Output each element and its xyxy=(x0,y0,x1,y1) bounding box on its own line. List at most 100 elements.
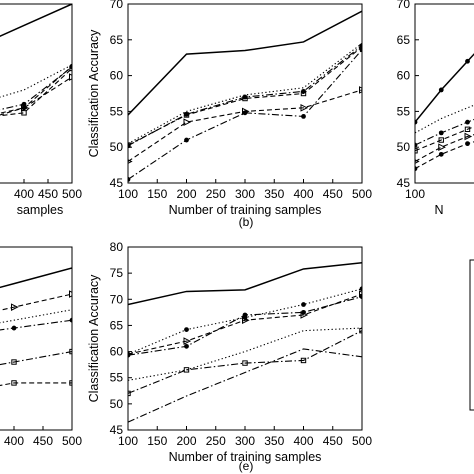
data-point xyxy=(300,90,307,97)
data-point xyxy=(128,142,131,148)
data-point xyxy=(69,348,72,355)
legend-box xyxy=(469,259,474,411)
series-line-2 xyxy=(128,42,362,145)
data-point xyxy=(183,112,190,118)
series-line-6 xyxy=(128,330,362,394)
y-tick-label: 70 xyxy=(397,0,411,11)
data-point xyxy=(464,132,473,141)
x-axis-label: samples xyxy=(17,203,64,217)
series-line-3 xyxy=(0,309,72,324)
series-line-5 xyxy=(0,351,72,366)
series-group xyxy=(128,10,362,182)
data-point xyxy=(183,337,192,345)
series-line-4 xyxy=(415,126,474,152)
data-point xyxy=(69,65,72,72)
y-tick-label: 60 xyxy=(110,69,124,83)
panel-d: 400 450 500 xyxy=(0,246,82,448)
x-tick-label: 500 xyxy=(62,187,82,201)
series-line-7 xyxy=(128,348,362,423)
x-tick-label: 450 xyxy=(323,434,343,448)
data-point xyxy=(359,294,362,300)
data-point xyxy=(300,357,307,364)
x-tick-label: 500 xyxy=(62,434,82,448)
data-point xyxy=(359,47,362,53)
x-axis-label: Number of training samples xyxy=(169,203,322,217)
series-line-5 xyxy=(415,134,474,163)
data-point xyxy=(301,302,306,307)
data-point xyxy=(415,166,418,172)
data-point xyxy=(11,303,19,311)
data-point xyxy=(128,390,131,397)
data-point xyxy=(21,110,27,116)
data-point xyxy=(184,327,189,333)
data-point xyxy=(183,367,190,373)
y-tick-label: 55 xyxy=(110,104,124,118)
series-line-4 xyxy=(128,46,362,146)
data-point xyxy=(465,141,470,147)
data-point xyxy=(21,105,27,111)
panel-e: 100 150 200 250 300 350 400 450 500 45 50 55 60 65 70 7… xyxy=(87,240,372,473)
series-line-1 xyxy=(128,10,362,116)
x-tick-label: 400 xyxy=(14,187,34,201)
x-tick-label: 100 xyxy=(405,187,425,201)
data-point xyxy=(464,126,471,132)
y-tick-label: 45 xyxy=(110,176,124,190)
x-tick-label: 100 xyxy=(118,434,138,448)
data-point xyxy=(301,114,306,119)
data-point xyxy=(438,137,444,143)
y-tick-label: 65 xyxy=(397,33,411,47)
x-axis-label: N xyxy=(434,203,443,217)
data-point xyxy=(69,380,72,386)
data-point xyxy=(11,359,17,365)
data-point xyxy=(242,95,248,102)
data-point xyxy=(465,58,470,64)
data-point xyxy=(465,119,470,125)
series-group xyxy=(0,267,72,387)
series-line-5 xyxy=(0,76,72,114)
series-group xyxy=(415,53,474,172)
data-point xyxy=(183,118,192,126)
x-tick-label: 300 xyxy=(235,187,255,201)
y-tick-label: 60 xyxy=(397,69,411,83)
series-line-1 xyxy=(415,53,474,123)
panel-label: (e) xyxy=(239,459,254,473)
y-tick-label: 50 xyxy=(110,397,124,411)
axes-frame xyxy=(0,3,73,184)
panel-label: (b) xyxy=(239,215,254,229)
y-tick-label: 45 xyxy=(397,176,411,190)
series-line-6 xyxy=(0,382,72,387)
series-line-1 xyxy=(128,261,362,306)
data-point xyxy=(359,327,362,334)
x-tick-label: 500 xyxy=(352,187,372,201)
axes-frame xyxy=(127,246,363,431)
x-tick-label: 200 xyxy=(176,434,196,448)
series-group xyxy=(128,261,362,423)
series-group xyxy=(0,4,72,117)
data-point xyxy=(359,286,362,292)
y-tick-label: 65 xyxy=(110,33,124,47)
data-point xyxy=(438,143,446,152)
series-line-2 xyxy=(0,293,72,311)
data-point xyxy=(359,86,362,94)
data-point xyxy=(11,380,17,386)
data-point xyxy=(128,177,131,182)
y-tick-label: 70 xyxy=(110,0,124,11)
x-tick-label: 300 xyxy=(235,434,255,448)
data-point xyxy=(300,104,309,112)
x-tick-label: 250 xyxy=(206,187,226,201)
data-point xyxy=(242,312,248,318)
data-point xyxy=(438,151,444,157)
x-tick-label: 100 xyxy=(118,187,138,201)
x-tick-label: 150 xyxy=(147,434,167,448)
y-tick-label: 80 xyxy=(110,240,124,254)
y-tick-label: 55 xyxy=(397,104,411,118)
data-point xyxy=(184,137,189,143)
series-line-4 xyxy=(0,68,72,117)
x-tick-label: 450 xyxy=(323,187,343,201)
data-point xyxy=(128,159,133,164)
y-tick-label: 50 xyxy=(110,140,124,154)
series-line-4 xyxy=(0,319,72,331)
data-point xyxy=(242,360,248,366)
